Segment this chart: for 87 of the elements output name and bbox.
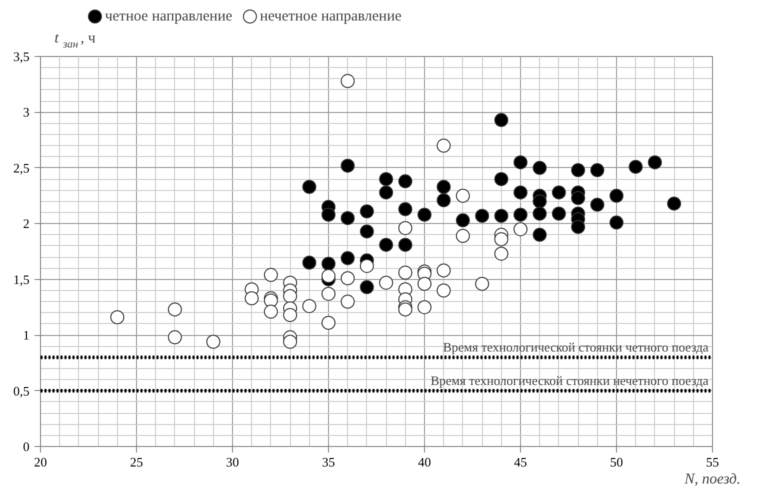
- ref-line-label: Время технологической стоянки нечетного поезда: [430, 372, 709, 388]
- legend-label: нечетное направление: [260, 8, 402, 24]
- x-tick-label: 20: [34, 454, 47, 470]
- point: [456, 228, 470, 243]
- x-tick-label: 35: [322, 454, 335, 470]
- point: [590, 198, 604, 212]
- point: [379, 238, 394, 252]
- point: [610, 188, 624, 203]
- point: [398, 174, 412, 188]
- point: [398, 202, 412, 216]
- point: [322, 269, 336, 283]
- point: [379, 185, 394, 200]
- point: [436, 263, 451, 278]
- point: [628, 160, 643, 174]
- legend-label: четное направление: [104, 8, 233, 24]
- point: [456, 213, 470, 228]
- point: [379, 276, 394, 290]
- y-tick-label: 1,5: [13, 272, 30, 287]
- point: [244, 291, 259, 306]
- point: [283, 289, 298, 304]
- point: [436, 180, 451, 194]
- point: [264, 294, 278, 308]
- point: [264, 304, 278, 319]
- point: [494, 208, 508, 223]
- point: [475, 208, 490, 223]
- point: [494, 113, 508, 127]
- point: [360, 280, 374, 294]
- x-tick-label: 40: [418, 454, 431, 470]
- y-tick-label: 1: [23, 328, 30, 343]
- point: [168, 330, 182, 344]
- point: [667, 196, 682, 211]
- point: [360, 224, 374, 238]
- y-tick-label: 0,5: [13, 383, 30, 398]
- point: [494, 232, 508, 246]
- y-tick-label: 2,5: [13, 160, 30, 176]
- point: [494, 172, 508, 186]
- point: [571, 191, 586, 205]
- y-tick-label: 3,5: [13, 49, 30, 64]
- y-tick-label: 3: [23, 104, 30, 120]
- point: [322, 208, 336, 222]
- point: [322, 286, 336, 301]
- point: [340, 271, 355, 286]
- point: [514, 185, 528, 200]
- point: [552, 206, 566, 221]
- point: [398, 266, 412, 280]
- point: [532, 206, 547, 221]
- point: [494, 246, 508, 261]
- point: [552, 185, 566, 200]
- point: [322, 256, 336, 271]
- point: [532, 160, 547, 175]
- point: [340, 158, 355, 173]
- point: [532, 228, 547, 242]
- point: [436, 284, 451, 298]
- x-tick-label: 55: [706, 454, 719, 470]
- point: [514, 155, 528, 170]
- point: [418, 208, 432, 222]
- point: [532, 194, 547, 208]
- point: [302, 256, 316, 270]
- y-tick-label: 0: [23, 439, 30, 454]
- point: [360, 259, 374, 273]
- point: [322, 316, 336, 330]
- point: [648, 155, 662, 170]
- point: [514, 208, 528, 222]
- point: [340, 74, 355, 88]
- x-tick-label: 45: [514, 454, 527, 470]
- x-axis-title: N, поезд.: [684, 472, 740, 488]
- x-tick-label: 25: [130, 454, 143, 470]
- point: [379, 172, 394, 186]
- point: [302, 180, 316, 194]
- y-tick-label: 2: [23, 216, 30, 232]
- point: [590, 163, 604, 178]
- point: [340, 294, 355, 309]
- point: [168, 302, 182, 316]
- point: [436, 193, 451, 208]
- point: [610, 216, 624, 230]
- point: [436, 138, 451, 153]
- point: [283, 334, 298, 349]
- point: [340, 211, 355, 226]
- point: [571, 163, 586, 178]
- x-tick-label: 30: [226, 454, 239, 470]
- point: [398, 238, 412, 252]
- ref-line-label: Время технологической стоянки четного поезда: [442, 339, 709, 354]
- x-tick-label: 50: [610, 454, 623, 470]
- point: [571, 220, 586, 234]
- point: [360, 204, 374, 218]
- point: [283, 308, 298, 322]
- point: [340, 251, 355, 266]
